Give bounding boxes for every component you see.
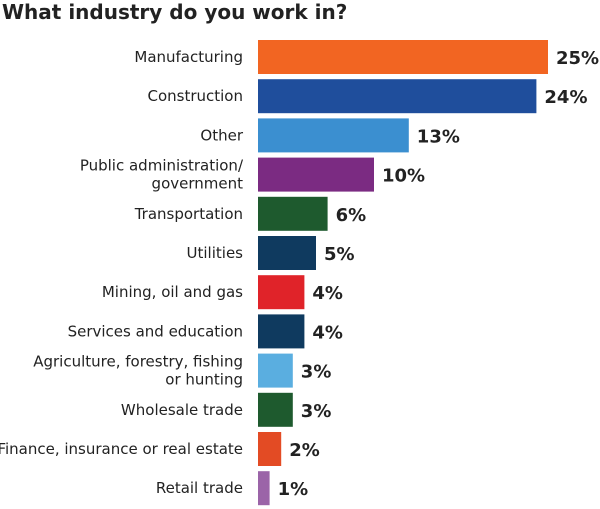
category-label: Public administration/government	[80, 157, 244, 193]
category-label-line: Finance, insurance or real estate	[0, 440, 243, 458]
category-label-line: Services and education	[68, 322, 243, 340]
value-label: 4%	[312, 283, 343, 304]
category-label-line: Construction	[147, 87, 243, 105]
value-label: 25%	[556, 48, 599, 69]
category-label-line: Retail trade	[156, 479, 243, 497]
bar-6	[258, 275, 305, 310]
value-label: 24%	[544, 87, 587, 108]
bar-5	[258, 236, 316, 270]
value-label: 3%	[301, 401, 332, 422]
bar-3	[258, 157, 374, 192]
value-label: 2%	[289, 440, 320, 461]
value-label: 4%	[312, 322, 343, 343]
bar-2	[258, 118, 409, 153]
category-label: Services and education	[68, 322, 243, 340]
bar-11	[258, 471, 270, 506]
category-label-line: Utilities	[187, 244, 244, 262]
category-label: Utilities	[187, 244, 244, 262]
category-label-line: Other	[200, 126, 243, 144]
value-label: 10%	[382, 166, 425, 187]
bar-7	[258, 314, 305, 349]
value-label: 1%	[278, 479, 309, 500]
bar-0	[258, 40, 548, 74]
bar-10	[258, 432, 282, 466]
category-label: Construction	[147, 87, 243, 105]
bar-4	[258, 196, 328, 231]
value-label: 5%	[324, 244, 355, 265]
category-label-line: Wholesale trade	[121, 401, 243, 419]
value-label: 6%	[336, 205, 367, 226]
category-label-line: Manufacturing	[134, 48, 243, 66]
category-label-line: Mining, oil and gas	[102, 283, 243, 301]
value-label: 3%	[301, 362, 332, 383]
category-label: Other	[200, 126, 243, 144]
category-label: Wholesale trade	[121, 401, 243, 419]
category-label: Retail trade	[156, 479, 243, 497]
bar-8	[258, 353, 293, 388]
category-label-line: or hunting	[165, 371, 243, 389]
bar-9	[258, 392, 293, 427]
bar-1	[258, 79, 537, 114]
category-label: Agriculture, forestry, fishing or hunting	[33, 353, 243, 389]
category-label-line: Public administration/	[80, 157, 244, 175]
value-label: 13%	[417, 126, 460, 147]
category-label: Manufacturing	[134, 48, 243, 66]
category-label-line: Transportation	[134, 205, 243, 223]
category-label: Finance, insurance or real estate	[0, 440, 243, 458]
category-label-line: Agriculture, forestry, fishing	[33, 353, 243, 371]
category-label-line: government	[152, 175, 244, 193]
chart-title: What industry do you work in?	[2, 0, 348, 24]
category-label: Mining, oil and gas	[102, 283, 243, 301]
category-label: Transportation	[134, 205, 243, 223]
